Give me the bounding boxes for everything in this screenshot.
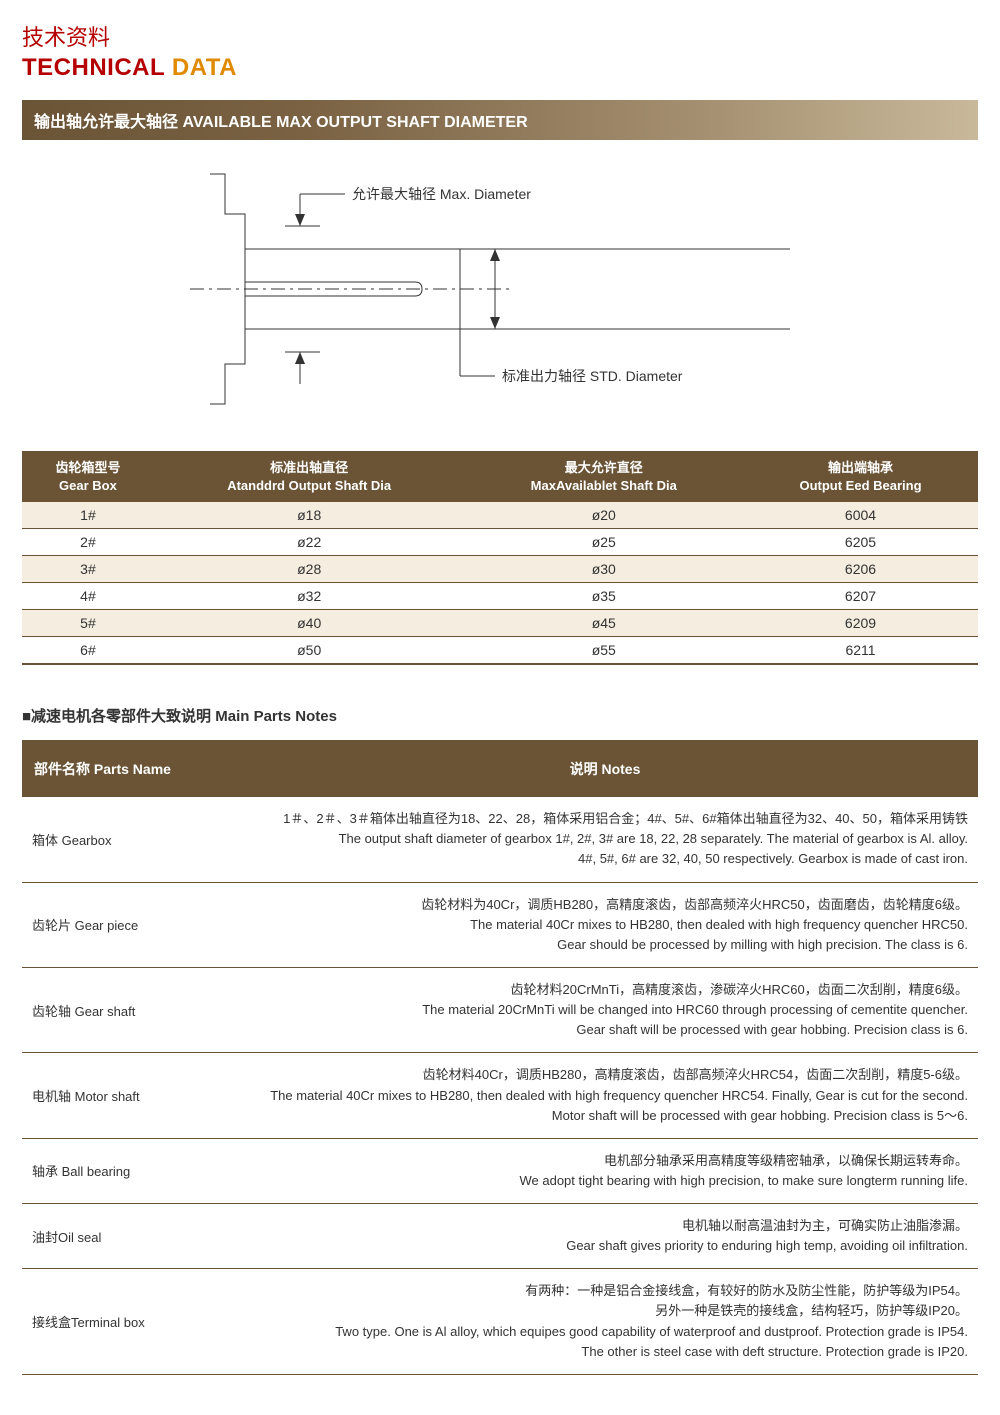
note-line: The other is steel case with deft struct…: [242, 1342, 968, 1362]
parts-name-cell: 齿轮片 Gear piece: [22, 882, 232, 967]
table-cell: 6206: [743, 556, 978, 583]
table-cell: ø40: [154, 610, 465, 637]
parts-notes-cell: 齿轮材料为40Cr，调质HB280，高精度滚齿，齿部高频淬火HRC50，齿面磨齿…: [232, 882, 978, 967]
parts-col-notes: 说明 Notes: [232, 741, 978, 798]
note-line: Two type. One is Al alloy, which equipes…: [242, 1322, 968, 1342]
table-cell: 1#: [22, 502, 154, 529]
note-line: The material 20CrMnTi will be changed in…: [242, 1000, 968, 1020]
table-row: 1#ø18ø206004: [22, 502, 978, 529]
parts-table-body: 箱体 Gearbox 1＃、2＃、3＃箱体出轴直径为18、22、28，箱体采用铝合…: [22, 797, 978, 1374]
table-cell: ø30: [464, 556, 743, 583]
parts-heading: ■减速电机各零部件大致说明 Main Parts Notes: [22, 705, 978, 726]
shaft-col-3: 输出端轴承Output Eed Bearing: [743, 451, 978, 502]
parts-notes-cell: 1＃、2＃、3＃箱体出轴直径为18、22、28，箱体采用铝合金；4#、5#、6#…: [232, 797, 978, 882]
shaft-table-head: 齿轮箱型号Gear Box标准出轴直径Atanddrd Output Shaft…: [22, 451, 978, 502]
note-line: The material 40Cr mixes to HB280, then d…: [242, 915, 968, 935]
table-cell: 6211: [743, 637, 978, 665]
table-cell: ø28: [154, 556, 465, 583]
table-cell: 6004: [743, 502, 978, 529]
table-cell: ø32: [154, 583, 465, 610]
page-title-cn: 技术资料: [22, 20, 978, 52]
parts-name-cell: 轴承 Ball bearing: [22, 1138, 232, 1203]
note-line: Gear shaft will be processed with gear h…: [242, 1020, 968, 1040]
parts-notes-cell: 有两种：一种是铝合金接线盒，有较好的防水及防尘性能，防护等级为IP54。另外一种…: [232, 1269, 978, 1375]
note-line: 1＃、2＃、3＃箱体出轴直径为18、22、28，箱体采用铝合金；4#、5#、6#…: [242, 809, 968, 829]
table-cell: 3#: [22, 556, 154, 583]
table-cell: 5#: [22, 610, 154, 637]
table-cell: ø22: [154, 529, 465, 556]
parts-name-cell: 油封Oil seal: [22, 1204, 232, 1269]
shaft-col-2: 最大允许直径MaxAvailablet Shaft Dia: [464, 451, 743, 502]
parts-name-cell: 箱体 Gearbox: [22, 797, 232, 882]
parts-notes-cell: 电机部分轴承采用高精度等级精密轴承，以确保长期运转寿命。We adopt tig…: [232, 1138, 978, 1203]
table-row: 3#ø28ø306206: [22, 556, 978, 583]
table-row: 6#ø50ø556211: [22, 637, 978, 665]
shaft-diagram-svg: 允许最大轴径 Max. Diameter 标准出力轴径 STD. Diamete…: [150, 154, 850, 424]
parts-notes-cell: 电机轴以耐高温油封为主，可确实防止油脂渗漏。Gear shaft gives p…: [232, 1204, 978, 1269]
parts-table: 部件名称 Parts Name 说明 Notes 箱体 Gearbox 1＃、2＃…: [22, 740, 978, 1375]
parts-name-cell: 电机轴 Motor shaft: [22, 1053, 232, 1138]
shaft-diagram: 允许最大轴径 Max. Diameter 标准出力轴径 STD. Diamete…: [22, 154, 978, 427]
note-line: The material 40Cr mixes to HB280, then d…: [242, 1086, 968, 1106]
note-line: Motor shaft will be processed with gear …: [242, 1106, 968, 1126]
note-line: The output shaft diameter of gearbox 1#,…: [242, 829, 968, 849]
title-en-part2: DATA: [172, 54, 237, 81]
table-cell: ø55: [464, 637, 743, 665]
parts-col-name: 部件名称 Parts Name: [22, 741, 232, 798]
table-cell: 6209: [743, 610, 978, 637]
table-row: 5#ø40ø456209: [22, 610, 978, 637]
parts-name-cell: 接线盒Terminal box: [22, 1269, 232, 1375]
table-cell: 6205: [743, 529, 978, 556]
shaft-col-0: 齿轮箱型号Gear Box: [22, 451, 154, 502]
title-en-part1: TECHNICAL: [22, 54, 165, 81]
table-row: 油封Oil seal电机轴以耐高温油封为主，可确实防止油脂渗漏。Gear sha…: [22, 1204, 978, 1269]
table-cell: ø20: [464, 502, 743, 529]
table-row: 电机轴 Motor shaft 齿轮材料40Cr，调质HB280，高精度滚齿，齿部…: [22, 1053, 978, 1138]
table-row: 轴承 Ball bearing电机部分轴承采用高精度等级精密轴承，以确保长期运转…: [22, 1138, 978, 1203]
table-cell: ø45: [464, 610, 743, 637]
note-line: We adopt tight bearing with high precisi…: [242, 1171, 968, 1191]
table-cell: 2#: [22, 529, 154, 556]
table-row: 4#ø32ø356207: [22, 583, 978, 610]
note-line: 齿轮材料20CrMnTi，高精度滚齿，渗碳淬火HRC60，齿面二次刮削，精度6级…: [242, 980, 968, 1000]
parts-name-cell: 齿轮轴 Gear shaft: [22, 967, 232, 1052]
section-bar-shaft: 输出轴允许最大轴径 AVAILABLE MAX OUTPUT SHAFT DIA…: [22, 100, 978, 140]
note-line: 齿轮材料为40Cr，调质HB280，高精度滚齿，齿部高频淬火HRC50，齿面磨齿…: [242, 895, 968, 915]
table-cell: ø35: [464, 583, 743, 610]
table-cell: 6207: [743, 583, 978, 610]
table-cell: ø18: [154, 502, 465, 529]
note-line: Gear should be processed by milling with…: [242, 935, 968, 955]
shaft-col-1: 标准出轴直径Atanddrd Output Shaft Dia: [154, 451, 465, 502]
table-row: 齿轮片 Gear piece 齿轮材料为40Cr，调质HB280，高精度滚齿，齿部…: [22, 882, 978, 967]
parts-notes-cell: 齿轮材料40Cr，调质HB280，高精度滚齿，齿部高频淬火HRC54，齿面二次刮…: [232, 1053, 978, 1138]
note-line: Gear shaft gives priority to enduring hi…: [242, 1236, 968, 1256]
table-row: 2#ø22ø256205: [22, 529, 978, 556]
note-line: 4#, 5#, 6# are 32, 40, 50 respectively. …: [242, 849, 968, 869]
table-cell: ø25: [464, 529, 743, 556]
table-row: 接线盒Terminal box有两种：一种是铝合金接线盒，有较好的防水及防尘性能…: [22, 1269, 978, 1375]
note-line: 齿轮材料40Cr，调质HB280，高精度滚齿，齿部高频淬火HRC54，齿面二次刮…: [242, 1065, 968, 1085]
parts-notes-cell: 齿轮材料20CrMnTi，高精度滚齿，渗碳淬火HRC60，齿面二次刮削，精度6级…: [232, 967, 978, 1052]
table-cell: ø50: [154, 637, 465, 665]
table-cell: 4#: [22, 583, 154, 610]
diagram-label-std: 标准出力轴径 STD. Diameter: [502, 368, 683, 384]
shaft-table-body: 1#ø18ø2060042#ø22ø2562053#ø28ø3062064#ø3…: [22, 502, 978, 664]
table-row: 齿轮轴 Gear shaft 齿轮材料20CrMnTi，高精度滚齿，渗碳淬火HRC…: [22, 967, 978, 1052]
note-line: 有两种：一种是铝合金接线盒，有较好的防水及防尘性能，防护等级为IP54。: [242, 1281, 968, 1301]
page-title-en: TECHNICAL DATA: [22, 54, 978, 82]
note-line: 电机轴以耐高温油封为主，可确实防止油脂渗漏。: [242, 1216, 968, 1236]
note-line: 电机部分轴承采用高精度等级精密轴承，以确保长期运转寿命。: [242, 1151, 968, 1171]
shaft-table: 齿轮箱型号Gear Box标准出轴直径Atanddrd Output Shaft…: [22, 451, 978, 665]
diagram-label-max: 允许最大轴径 Max. Diameter: [352, 186, 531, 202]
table-row: 箱体 Gearbox 1＃、2＃、3＃箱体出轴直径为18、22、28，箱体采用铝合…: [22, 797, 978, 882]
table-cell: 6#: [22, 637, 154, 665]
